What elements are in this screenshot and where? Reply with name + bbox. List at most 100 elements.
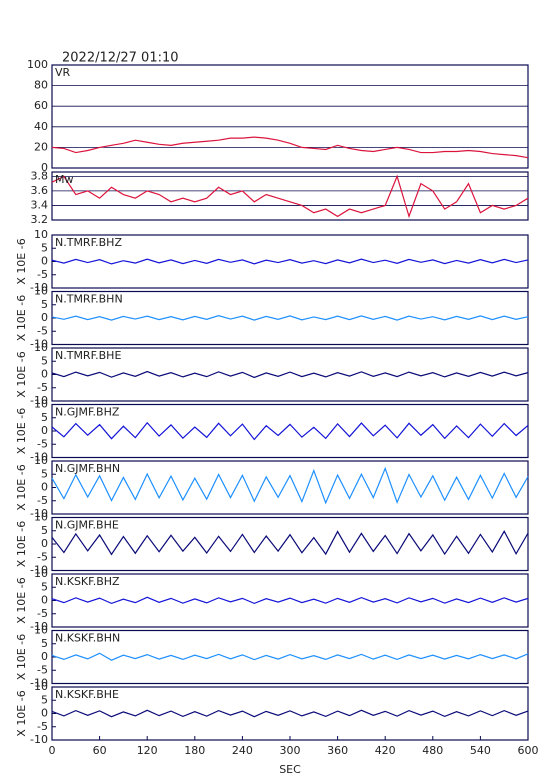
panel-frame (51, 403, 529, 459)
y-tick-label: 5 (41, 524, 48, 537)
y-tick-label: 0 (41, 255, 48, 268)
y-tick-label: -5 (37, 550, 48, 563)
y-tick-label: -5 (37, 324, 48, 337)
y-tick-label: 10 (34, 624, 48, 637)
y-axis-label: X 10E -6 (15, 295, 28, 341)
x-tick-label: 0 (49, 744, 56, 757)
y-axis-label: X 10E -6 (15, 521, 28, 567)
y-tick-label: 10 (34, 511, 48, 524)
y-tick-label: 0 (41, 594, 48, 607)
panel-label: N.TMRF.BHN (55, 293, 123, 306)
y-tick-label: 5 (41, 693, 48, 706)
y-tick-label: 0 (41, 481, 48, 494)
y-tick-label: -10 (30, 564, 48, 577)
y-tick-label: 0 (41, 650, 48, 663)
y-tick-label: -5 (37, 494, 48, 507)
panel-label: N.GJMF.BHZ (55, 406, 120, 419)
x-tick-label: 600 (518, 744, 539, 757)
panel-label: N.KSKF.BHN (55, 632, 120, 645)
y-tick-label: 0 (41, 537, 48, 550)
y-tick-label: 10 (34, 285, 48, 298)
y-tick-label: -10 (30, 507, 48, 520)
x-axis-label: SEC (279, 763, 301, 776)
x-tick-label: 240 (232, 744, 253, 757)
panel-label: Mw (55, 173, 74, 186)
y-tick-label: 100 (27, 58, 48, 71)
y-tick-label: -5 (37, 381, 48, 394)
chart-title: 2022/12/27 01:10 (62, 51, 179, 66)
y-tick-label: 5 (41, 580, 48, 593)
trace (51, 421, 529, 441)
trace (51, 258, 529, 265)
trace (51, 174, 529, 219)
panel-label: N.KSKF.BHZ (55, 575, 120, 588)
x-tick-label: 180 (184, 744, 205, 757)
y-tick-label: -10 (30, 733, 48, 746)
y-tick-label: 10 (34, 454, 48, 467)
y-axis-label: X 10E -6 (15, 577, 28, 623)
y-tick-label: -5 (37, 720, 48, 733)
x-tick-label: 360 (327, 744, 348, 757)
y-tick-label: 80 (34, 79, 48, 92)
y-tick-label: -5 (37, 663, 48, 676)
y-tick-label: -10 (30, 394, 48, 407)
x-tick-label: 420 (375, 744, 396, 757)
trace (51, 314, 529, 321)
x-tick-label: 300 (280, 744, 301, 757)
y-tick-label: 5 (41, 637, 48, 650)
trace (51, 530, 529, 556)
panel-frame (51, 573, 529, 628)
y-tick-label: 3.2 (31, 213, 49, 226)
panel-label: N.GJMF.BHE (55, 519, 119, 532)
panel-frame (51, 347, 529, 402)
panel-frame (51, 171, 529, 221)
y-tick-label: 3.6 (31, 184, 49, 197)
y-tick-label: 10 (34, 341, 48, 354)
y-tick-label: 10 (34, 567, 48, 580)
panel-label: N.GJMF.BHN (55, 462, 120, 475)
panel-frame (51, 460, 529, 515)
y-axis-label: X 10E -6 (15, 690, 28, 736)
y-axis-label: X 10E -6 (15, 464, 28, 510)
y-tick-label: -10 (30, 451, 48, 464)
panel-label: VR (55, 66, 71, 79)
x-tick-label: 540 (470, 744, 491, 757)
panel-frame (51, 629, 529, 685)
trace (51, 136, 529, 159)
trace (51, 652, 529, 661)
y-tick-label: -10 (30, 338, 48, 351)
panel-frame (51, 64, 529, 169)
trace (51, 370, 529, 379)
y-tick-label: 0 (41, 311, 48, 324)
trace (51, 709, 529, 718)
panel-label: N.TMRF.BHE (55, 349, 121, 362)
y-tick-label: 0 (41, 424, 48, 437)
y-tick-label: 5 (41, 467, 48, 480)
y-tick-label: -10 (30, 677, 48, 690)
y-tick-label: 5 (41, 411, 48, 424)
y-tick-label: 3.8 (31, 169, 49, 182)
panel-frame (51, 234, 529, 289)
y-tick-label: -5 (37, 607, 48, 620)
y-tick-label: 3.4 (31, 198, 49, 211)
y-tick-label: 10 (34, 398, 48, 411)
y-axis-label: X 10E -6 (15, 351, 28, 397)
y-axis-label: X 10E -6 (15, 634, 28, 680)
y-axis-label: X 10E -6 (15, 408, 28, 454)
y-tick-label: -5 (37, 268, 48, 281)
panel-frame (51, 516, 529, 572)
y-tick-label: 0 (41, 161, 48, 174)
y-tick-label: -10 (30, 281, 48, 294)
y-tick-label: 5 (41, 241, 48, 254)
y-tick-label: -5 (37, 437, 48, 450)
panel-frame (51, 686, 529, 741)
panel-frame (51, 290, 529, 346)
y-tick-label: 0 (41, 707, 48, 720)
y-tick-label: 0 (41, 368, 48, 381)
y-tick-label: 20 (34, 140, 48, 153)
trace (51, 596, 529, 605)
y-tick-label: -10 (30, 620, 48, 633)
y-tick-label: 5 (41, 298, 48, 311)
y-tick-label: 5 (41, 354, 48, 367)
y-tick-label: 40 (34, 120, 48, 133)
